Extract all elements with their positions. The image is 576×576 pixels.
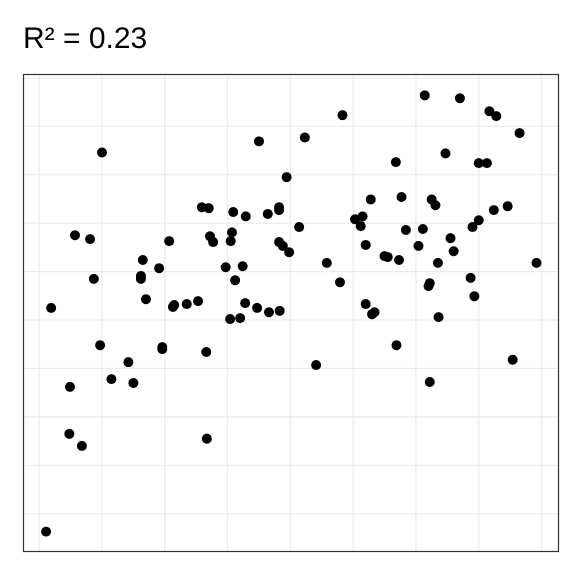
point bbox=[193, 296, 204, 307]
point bbox=[507, 354, 518, 365]
point bbox=[88, 273, 99, 284]
point bbox=[413, 240, 424, 251]
point bbox=[469, 291, 480, 302]
point bbox=[240, 211, 251, 222]
point bbox=[226, 227, 237, 238]
point bbox=[274, 205, 285, 216]
point bbox=[382, 252, 393, 263]
point bbox=[137, 254, 148, 265]
point bbox=[357, 211, 368, 222]
point bbox=[360, 239, 371, 250]
point bbox=[201, 346, 212, 357]
point bbox=[281, 172, 292, 183]
point bbox=[64, 381, 75, 392]
point bbox=[321, 257, 332, 268]
point bbox=[277, 240, 288, 251]
point bbox=[400, 224, 411, 235]
point bbox=[225, 314, 236, 325]
point bbox=[230, 275, 241, 286]
point bbox=[445, 233, 456, 244]
point bbox=[106, 374, 117, 385]
point bbox=[299, 132, 310, 143]
point bbox=[140, 294, 151, 305]
point bbox=[128, 377, 139, 388]
point bbox=[228, 207, 239, 218]
point bbox=[46, 302, 57, 313]
point bbox=[440, 148, 451, 159]
point bbox=[252, 302, 263, 313]
point bbox=[264, 307, 275, 318]
point bbox=[240, 298, 251, 309]
point bbox=[514, 128, 525, 139]
point bbox=[274, 305, 285, 316]
point bbox=[157, 344, 168, 355]
panel-border bbox=[22, 73, 560, 553]
point bbox=[491, 111, 502, 122]
point bbox=[454, 93, 465, 104]
point bbox=[208, 237, 219, 248]
point bbox=[334, 277, 345, 288]
point bbox=[355, 221, 366, 232]
point bbox=[430, 200, 441, 211]
point bbox=[424, 377, 435, 388]
point bbox=[365, 194, 376, 205]
point bbox=[432, 257, 443, 268]
point bbox=[64, 428, 75, 439]
point bbox=[41, 526, 52, 537]
point bbox=[473, 158, 484, 169]
point bbox=[294, 222, 305, 233]
point bbox=[311, 360, 322, 371]
point bbox=[237, 261, 248, 272]
point bbox=[423, 281, 434, 292]
point bbox=[481, 158, 492, 169]
chart-title: R² = 0.23 bbox=[23, 22, 147, 55]
point bbox=[169, 300, 180, 311]
point bbox=[337, 110, 348, 121]
panel bbox=[23, 74, 559, 552]
point bbox=[220, 262, 231, 273]
point bbox=[433, 312, 444, 323]
point bbox=[448, 246, 459, 257]
point bbox=[350, 214, 361, 225]
point bbox=[123, 357, 134, 368]
point bbox=[284, 247, 295, 258]
point bbox=[181, 299, 192, 310]
point bbox=[473, 215, 484, 226]
points bbox=[41, 90, 542, 537]
point bbox=[391, 340, 402, 351]
point bbox=[488, 205, 499, 216]
point bbox=[390, 157, 401, 168]
point bbox=[135, 273, 146, 284]
point bbox=[235, 313, 246, 324]
point bbox=[531, 257, 542, 268]
point bbox=[465, 272, 476, 283]
point bbox=[419, 90, 430, 101]
point bbox=[203, 203, 214, 214]
point bbox=[369, 307, 380, 318]
point bbox=[394, 254, 405, 265]
point bbox=[69, 230, 80, 241]
point bbox=[95, 340, 106, 351]
point bbox=[154, 263, 165, 274]
point bbox=[253, 136, 264, 147]
point bbox=[96, 147, 107, 158]
point bbox=[417, 223, 428, 234]
point bbox=[360, 299, 371, 310]
point bbox=[201, 433, 212, 444]
point bbox=[85, 234, 96, 245]
point bbox=[76, 440, 87, 451]
point bbox=[225, 236, 236, 247]
point bbox=[396, 192, 407, 203]
point bbox=[164, 236, 175, 247]
point bbox=[262, 208, 273, 219]
point bbox=[502, 201, 513, 212]
point bbox=[467, 222, 478, 233]
